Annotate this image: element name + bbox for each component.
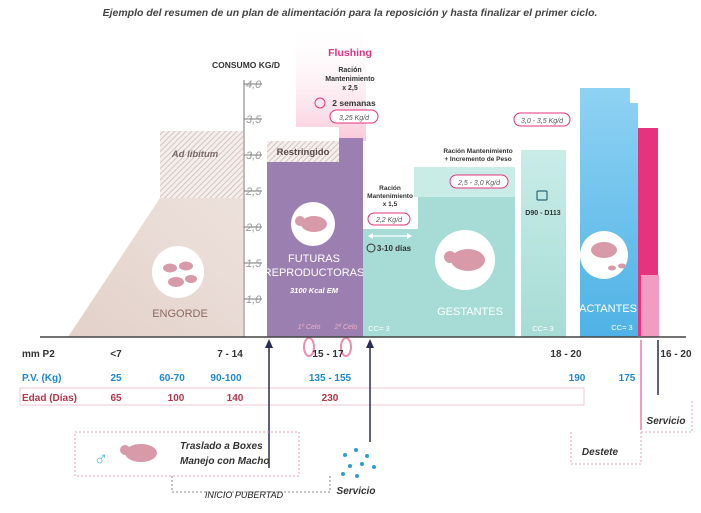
mm-p2-value: 18 - 20 (550, 349, 582, 360)
row-pv: P.V. (Kg) 25 60-70 90-100 135 - 155 190 … (22, 373, 636, 384)
ad-libitum-label: Ad libitum (171, 149, 219, 160)
flushing-block (339, 138, 363, 162)
boar-icon (125, 444, 157, 462)
futuras-kcal: 3100 Kcal EM (290, 286, 339, 295)
title: Ejemplo del resumen de un plan de alimen… (103, 7, 598, 19)
transition-line-3: x 1,5 (383, 201, 398, 208)
row-edad-frame (19, 387, 585, 406)
pv-value: 60-70 (159, 373, 185, 384)
flushing-line-1: Ración (338, 67, 361, 74)
servicio-left-label: Servicio (337, 486, 376, 497)
servicio-left-arrow (366, 339, 374, 348)
flushing-badge (329, 109, 379, 124)
row-mm-p2-label: mm P2 (22, 349, 55, 360)
edad-value: 65 (110, 393, 122, 404)
celo-1-label: 1º Celo (298, 324, 321, 331)
edad-value: 100 (168, 393, 185, 404)
servicio-right-label: Servicio (647, 416, 686, 427)
transition-cc: CC= 3 (368, 324, 389, 333)
transition-days: 3-10 días (377, 244, 412, 253)
pv-value: 25 (110, 373, 122, 384)
transition-clock-icon (366, 243, 376, 253)
row-edad: Edad (Días) 65 100 140 230 (22, 393, 339, 404)
futuras-block (267, 162, 363, 337)
edad-value: 230 (322, 393, 339, 404)
calendar-icon (536, 190, 548, 201)
mm-p2-value: 16 - 20 (660, 349, 692, 360)
mm-p2-value: 7 - 14 (217, 349, 243, 360)
transition-block (363, 197, 427, 337)
row-mm-p2: mm P2 <7 7 - 14 15 - 17 18 - 20 16 - 20 (22, 349, 692, 360)
futuras-label-2: REPRODUCTORAS (264, 267, 365, 279)
engorde-label: ENGORDE (152, 308, 208, 320)
transition-badge (367, 212, 411, 226)
pv-value: 190 (569, 373, 586, 384)
axis-tick-2-0: 2,0 (245, 222, 262, 234)
restringido-hatch (267, 141, 339, 162)
pv-value: 175 (619, 373, 636, 384)
transition-line-2: Mantenimiento (367, 193, 413, 200)
transition-badge-text: 2,2 Kg/d (375, 217, 403, 224)
consumo-axis-title: CONSUMO KG/D (212, 60, 280, 70)
futuras-label-1: FUTURAS (288, 253, 340, 265)
axis-tick-3-0: 3,0 (246, 150, 262, 162)
restringido-label: Restringido (277, 147, 330, 158)
axis-tick-3-5: 3,5 (246, 114, 262, 126)
engorde-pig-icon (152, 246, 204, 298)
late-gestation-block (521, 150, 566, 337)
gestantes-badge-text: 2,5 - 3,0 Kg/d (457, 180, 501, 187)
gestantes-line-2: + Incremento de Peso (444, 156, 511, 163)
late-gestation-range: D90 - D113 (525, 210, 561, 217)
destete-box (570, 432, 642, 465)
lactantes-block (580, 88, 638, 337)
row-pv-label: P.V. (Kg) (22, 373, 61, 384)
clock-icon (314, 97, 326, 109)
axis-ticks (244, 83, 262, 300)
lactantes-cc: CC= 3 (611, 323, 632, 332)
traslado-line-1: Traslado a Boxes (180, 441, 263, 452)
mm-p2-value: <7 (110, 349, 122, 360)
pv-value: 135 - 155 (309, 373, 352, 384)
celo-2-ring (340, 337, 352, 357)
destete-label: Destete (582, 447, 619, 458)
traslado-box (74, 431, 300, 477)
gestantes-badge (449, 174, 509, 189)
servicio-right-box (640, 400, 693, 433)
inicio-pubertad-arrow (265, 339, 273, 348)
celo-1-ring (303, 337, 315, 357)
flushing-title: Flushing (328, 47, 372, 59)
destete-bar (641, 275, 659, 337)
axis-tick-2-5: 2,5 (245, 186, 262, 198)
edad-value: 140 (227, 393, 244, 404)
mm-p2-value: 15 - 17 (312, 349, 344, 360)
celo-2-label: 2º Celo (334, 324, 358, 331)
male-symbol-icon: ♂ (94, 448, 109, 470)
late-gestation-badge-text: 3,0 - 3,5 Kg/d (521, 118, 564, 125)
transition-line-1: Ración (379, 185, 401, 192)
row-edad-label: Edad (Días) (22, 393, 77, 404)
inicio-pubertad-bracket (171, 476, 331, 493)
flushing-weeks: 2 semanas (332, 98, 376, 108)
ad-libitum-hatch (160, 131, 243, 198)
pv-value: 90-100 (210, 373, 242, 384)
axis-tick-4-0: 4,0 (246, 79, 262, 91)
axis-tick-1-0: 1,0 (246, 294, 262, 306)
late-gestation-cc: CC= 3 (532, 324, 553, 333)
flushing-line-2: Mantenimiento (325, 76, 374, 83)
gestantes-line-1: Ración Mantenimiento (443, 148, 512, 155)
traslado-line-2: Manejo con Macho (180, 456, 269, 467)
late-gestation-badge (513, 112, 571, 127)
flushing-line-3: x 2,5 (342, 85, 358, 92)
sperm-icon (341, 448, 376, 478)
lactantes-label: LACTANTES (573, 303, 637, 315)
gestantes-label: GESTANTES (437, 306, 503, 318)
flushing-badge-text: 3,25 Kg/d (339, 115, 370, 122)
inicio-pubertad-label: INICIO PUBERTAD (205, 490, 284, 500)
axis-tick-1-5: 1,5 (246, 258, 262, 270)
